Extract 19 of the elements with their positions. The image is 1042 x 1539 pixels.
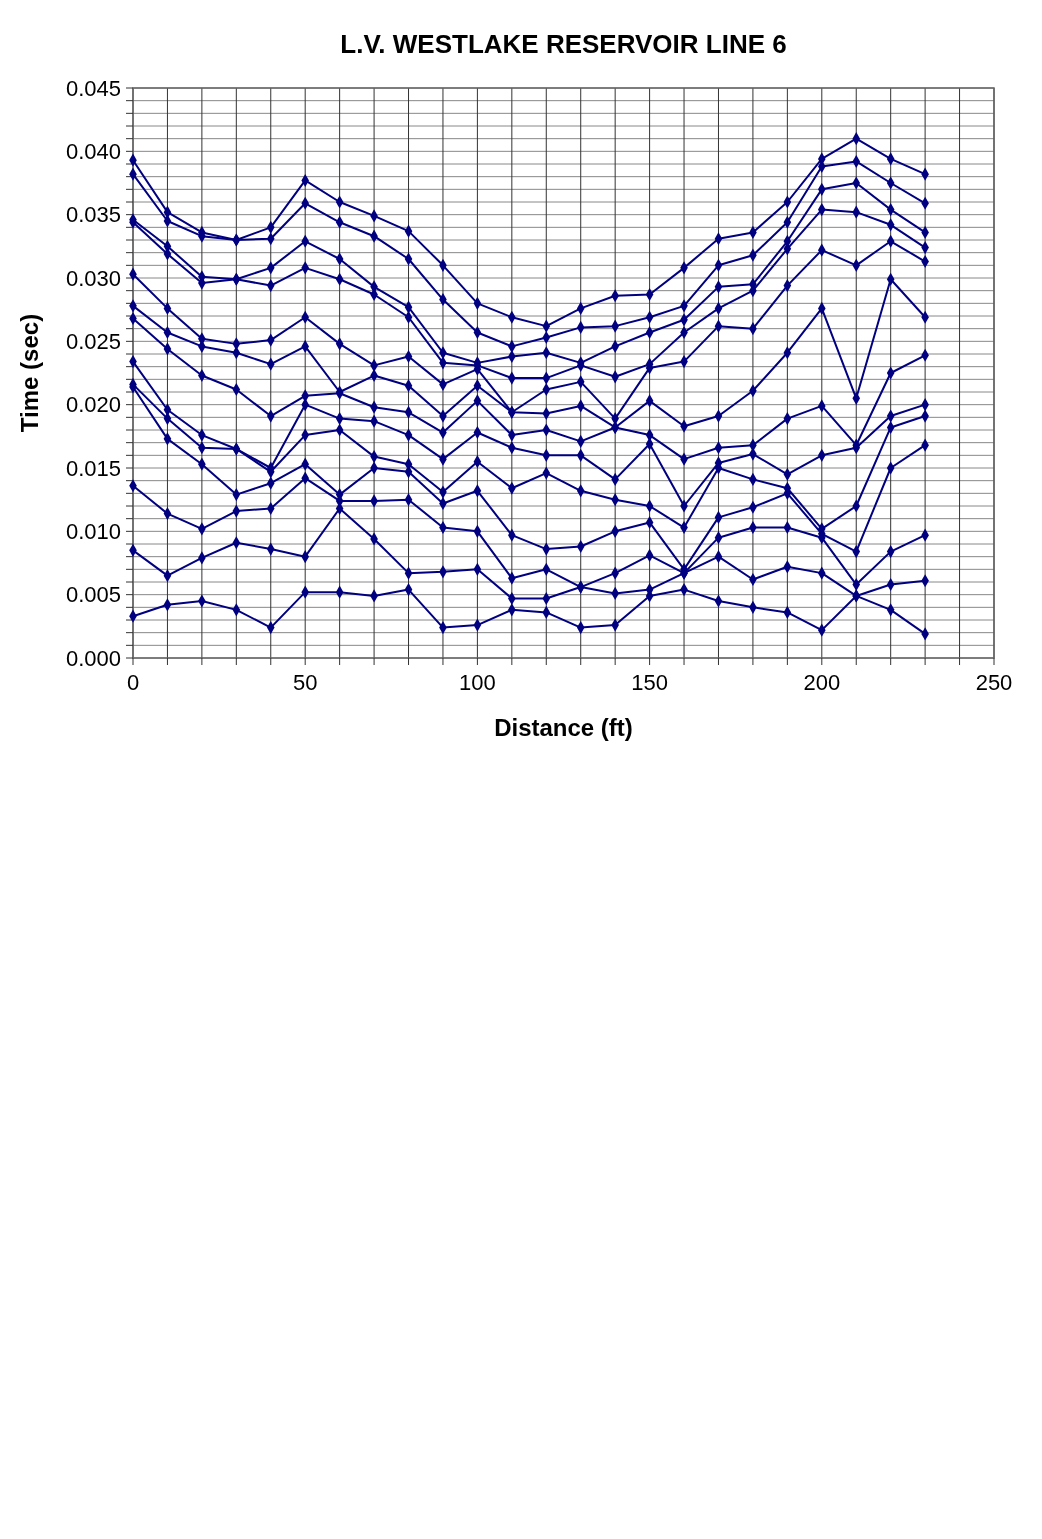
x-tick-label: 250 <box>975 670 1013 695</box>
y-tick-label: 0.020 <box>65 392 121 418</box>
y-tick-label: 0.025 <box>65 329 121 355</box>
y-axis-title: Time (sec) <box>16 313 43 433</box>
y-tick-label: 0.040 <box>65 139 121 165</box>
y-tick-label: 0.030 <box>65 265 121 291</box>
chart-title: L.V. WESTLAKE RESERVOIR LINE 6 <box>340 29 787 59</box>
x-axis-title: Distance (ft) <box>494 714 633 741</box>
y-tick-label: 0.045 <box>65 75 121 101</box>
y-tick-label: 0.035 <box>65 202 121 228</box>
x-tick-label: 150 <box>631 670 668 695</box>
x-tick-label: 100 <box>459 670 496 695</box>
y-tick-label: 0.005 <box>65 582 121 608</box>
x-tick-label: 200 <box>803 670 841 695</box>
x-tick-label: 50 <box>292 670 318 695</box>
y-tick-label: 0.000 <box>65 645 121 671</box>
y-tick-label: 0.010 <box>65 519 121 545</box>
y-tick-label: 0.015 <box>65 455 121 481</box>
x-tick-label: 0 <box>126 670 140 695</box>
